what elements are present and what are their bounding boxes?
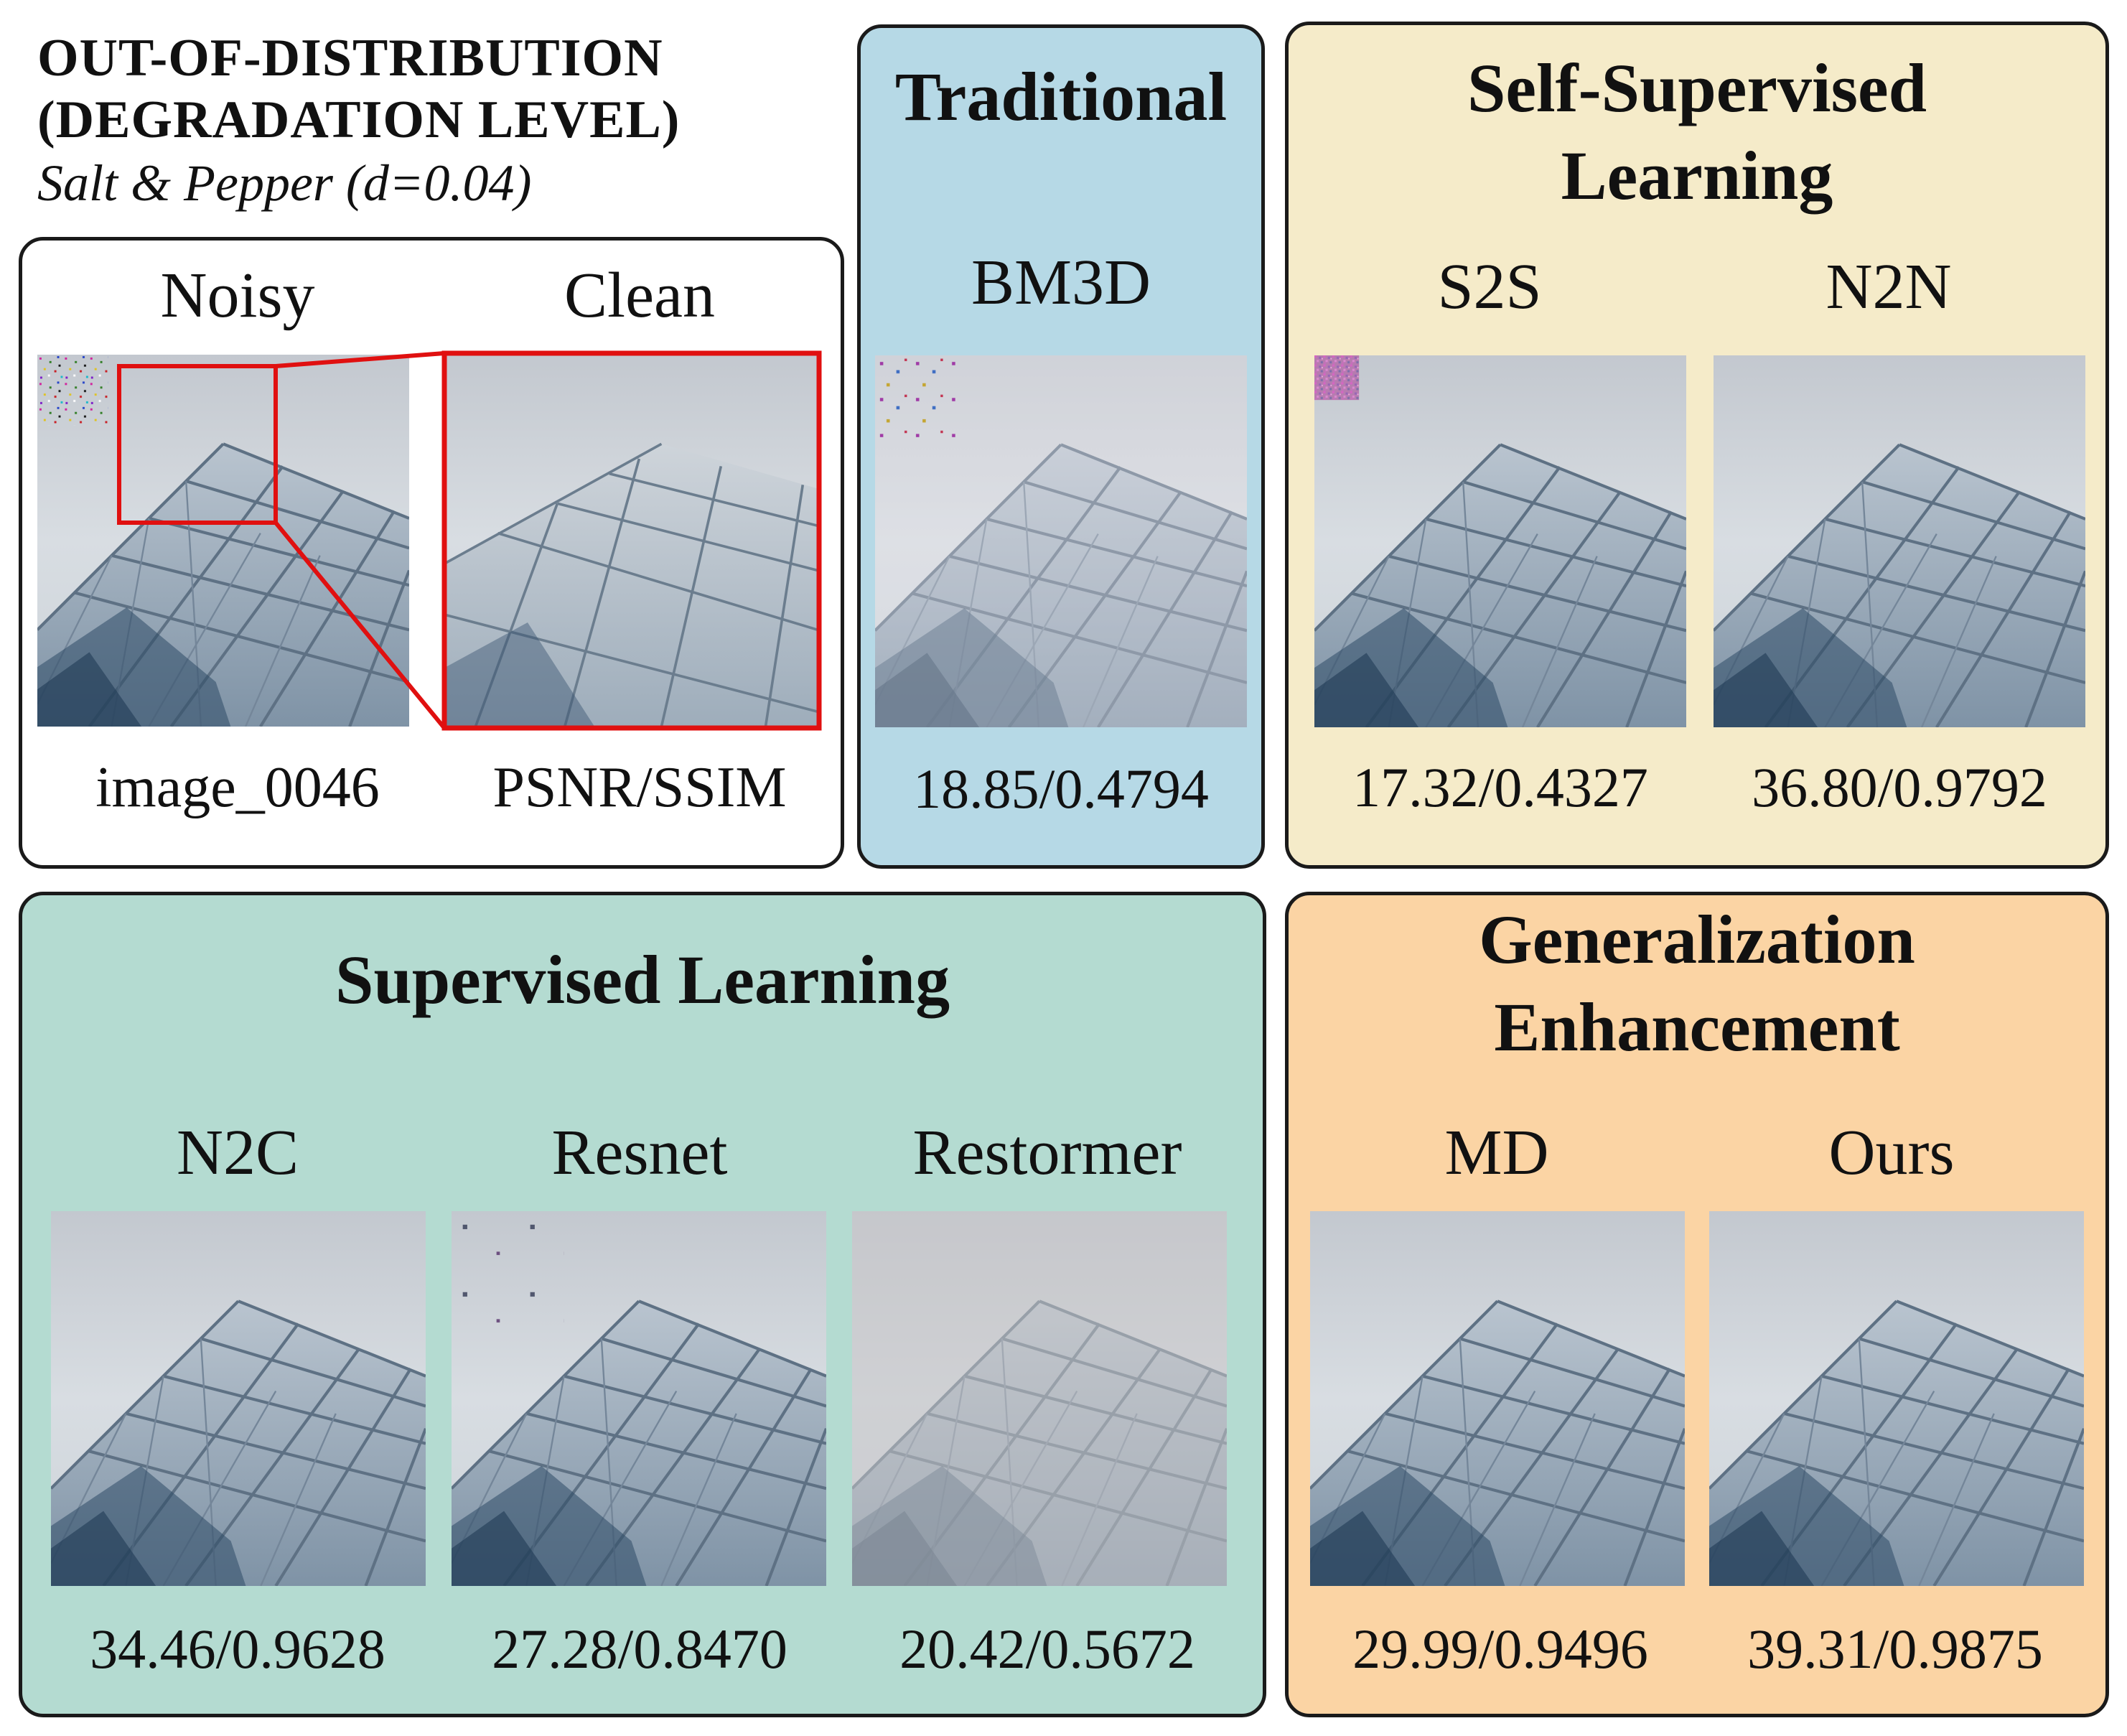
heading-subtitle: Salt & Pepper (d=0.04) <box>37 154 532 212</box>
ours-label: Ours <box>1828 1117 1955 1188</box>
md-label: MD <box>1444 1117 1549 1188</box>
noisy-label: Noisy <box>160 260 315 331</box>
ood-panel: Noisy Clean image_0046 PSNR/SSIM <box>19 237 844 869</box>
self-supervised-title-line-2: Learning <box>1561 137 1833 214</box>
clean-zoom-image <box>446 355 818 727</box>
generalization-panel: Generalization Enhancement MD Ours 29.99… <box>1285 892 2109 1717</box>
ours-metric: 39.31/0.9875 <box>1747 1618 2043 1680</box>
traditional-panel: Traditional BM3D 18.85/0.4794 <box>857 24 1265 869</box>
n2c-label: N2C <box>176 1117 299 1188</box>
heading-line-2: (DEGRADATION LEVEL) <box>37 90 681 149</box>
self-supervised-panel: Self-Supervised Learning S2S N2N 17.32/0… <box>1285 22 2109 869</box>
heading-line-1: OUT-OF-DISTRIBUTION <box>37 29 663 88</box>
resnet-label: Resnet <box>551 1117 728 1188</box>
self-supervised-title-line-1: Self-Supervised <box>1467 50 1927 126</box>
n2n-metric: 36.80/0.9792 <box>1752 756 2047 818</box>
s2s-image <box>1314 355 1686 727</box>
n2c-metric: 34.46/0.9628 <box>90 1618 385 1680</box>
supervised-panel: Supervised Learning N2C Resnet Restormer… <box>19 892 1266 1717</box>
resnet-image <box>452 1211 826 1586</box>
restormer-label: Restormer <box>912 1117 1182 1188</box>
generalization-title-line-1: Generalization <box>1479 901 1915 978</box>
s2s-metric: 17.32/0.4327 <box>1352 756 1648 818</box>
resnet-metric: 27.28/0.8470 <box>492 1618 787 1680</box>
restormer-metric: 20.42/0.5672 <box>899 1618 1195 1680</box>
s2s-label: S2S <box>1437 251 1542 322</box>
n2c-image <box>51 1211 426 1586</box>
bm3d-image <box>875 355 1247 727</box>
n2n-image <box>1714 355 2085 727</box>
supervised-title: Supervised Learning <box>335 941 950 1018</box>
image-id-caption: image_0046 <box>95 756 380 819</box>
md-metric: 29.99/0.9496 <box>1352 1618 1648 1680</box>
restormer-image <box>852 1211 1227 1586</box>
traditional-title: Traditional <box>894 58 1228 135</box>
generalization-title-line-2: Enhancement <box>1494 989 1900 1065</box>
metric-legend-caption: PSNR/SSIM <box>492 756 787 819</box>
n2n-label: N2N <box>1826 251 1952 322</box>
figure-heading: OUT-OF-DISTRIBUTION (DEGRADATION LEVEL) … <box>37 27 680 215</box>
clean-label: Clean <box>564 260 715 331</box>
noisy-image <box>37 355 409 727</box>
bm3d-metric: 18.85/0.4794 <box>913 757 1209 820</box>
bm3d-label: BM3D <box>971 247 1151 318</box>
ours-image <box>1709 1211 2084 1586</box>
md-image <box>1310 1211 1685 1586</box>
